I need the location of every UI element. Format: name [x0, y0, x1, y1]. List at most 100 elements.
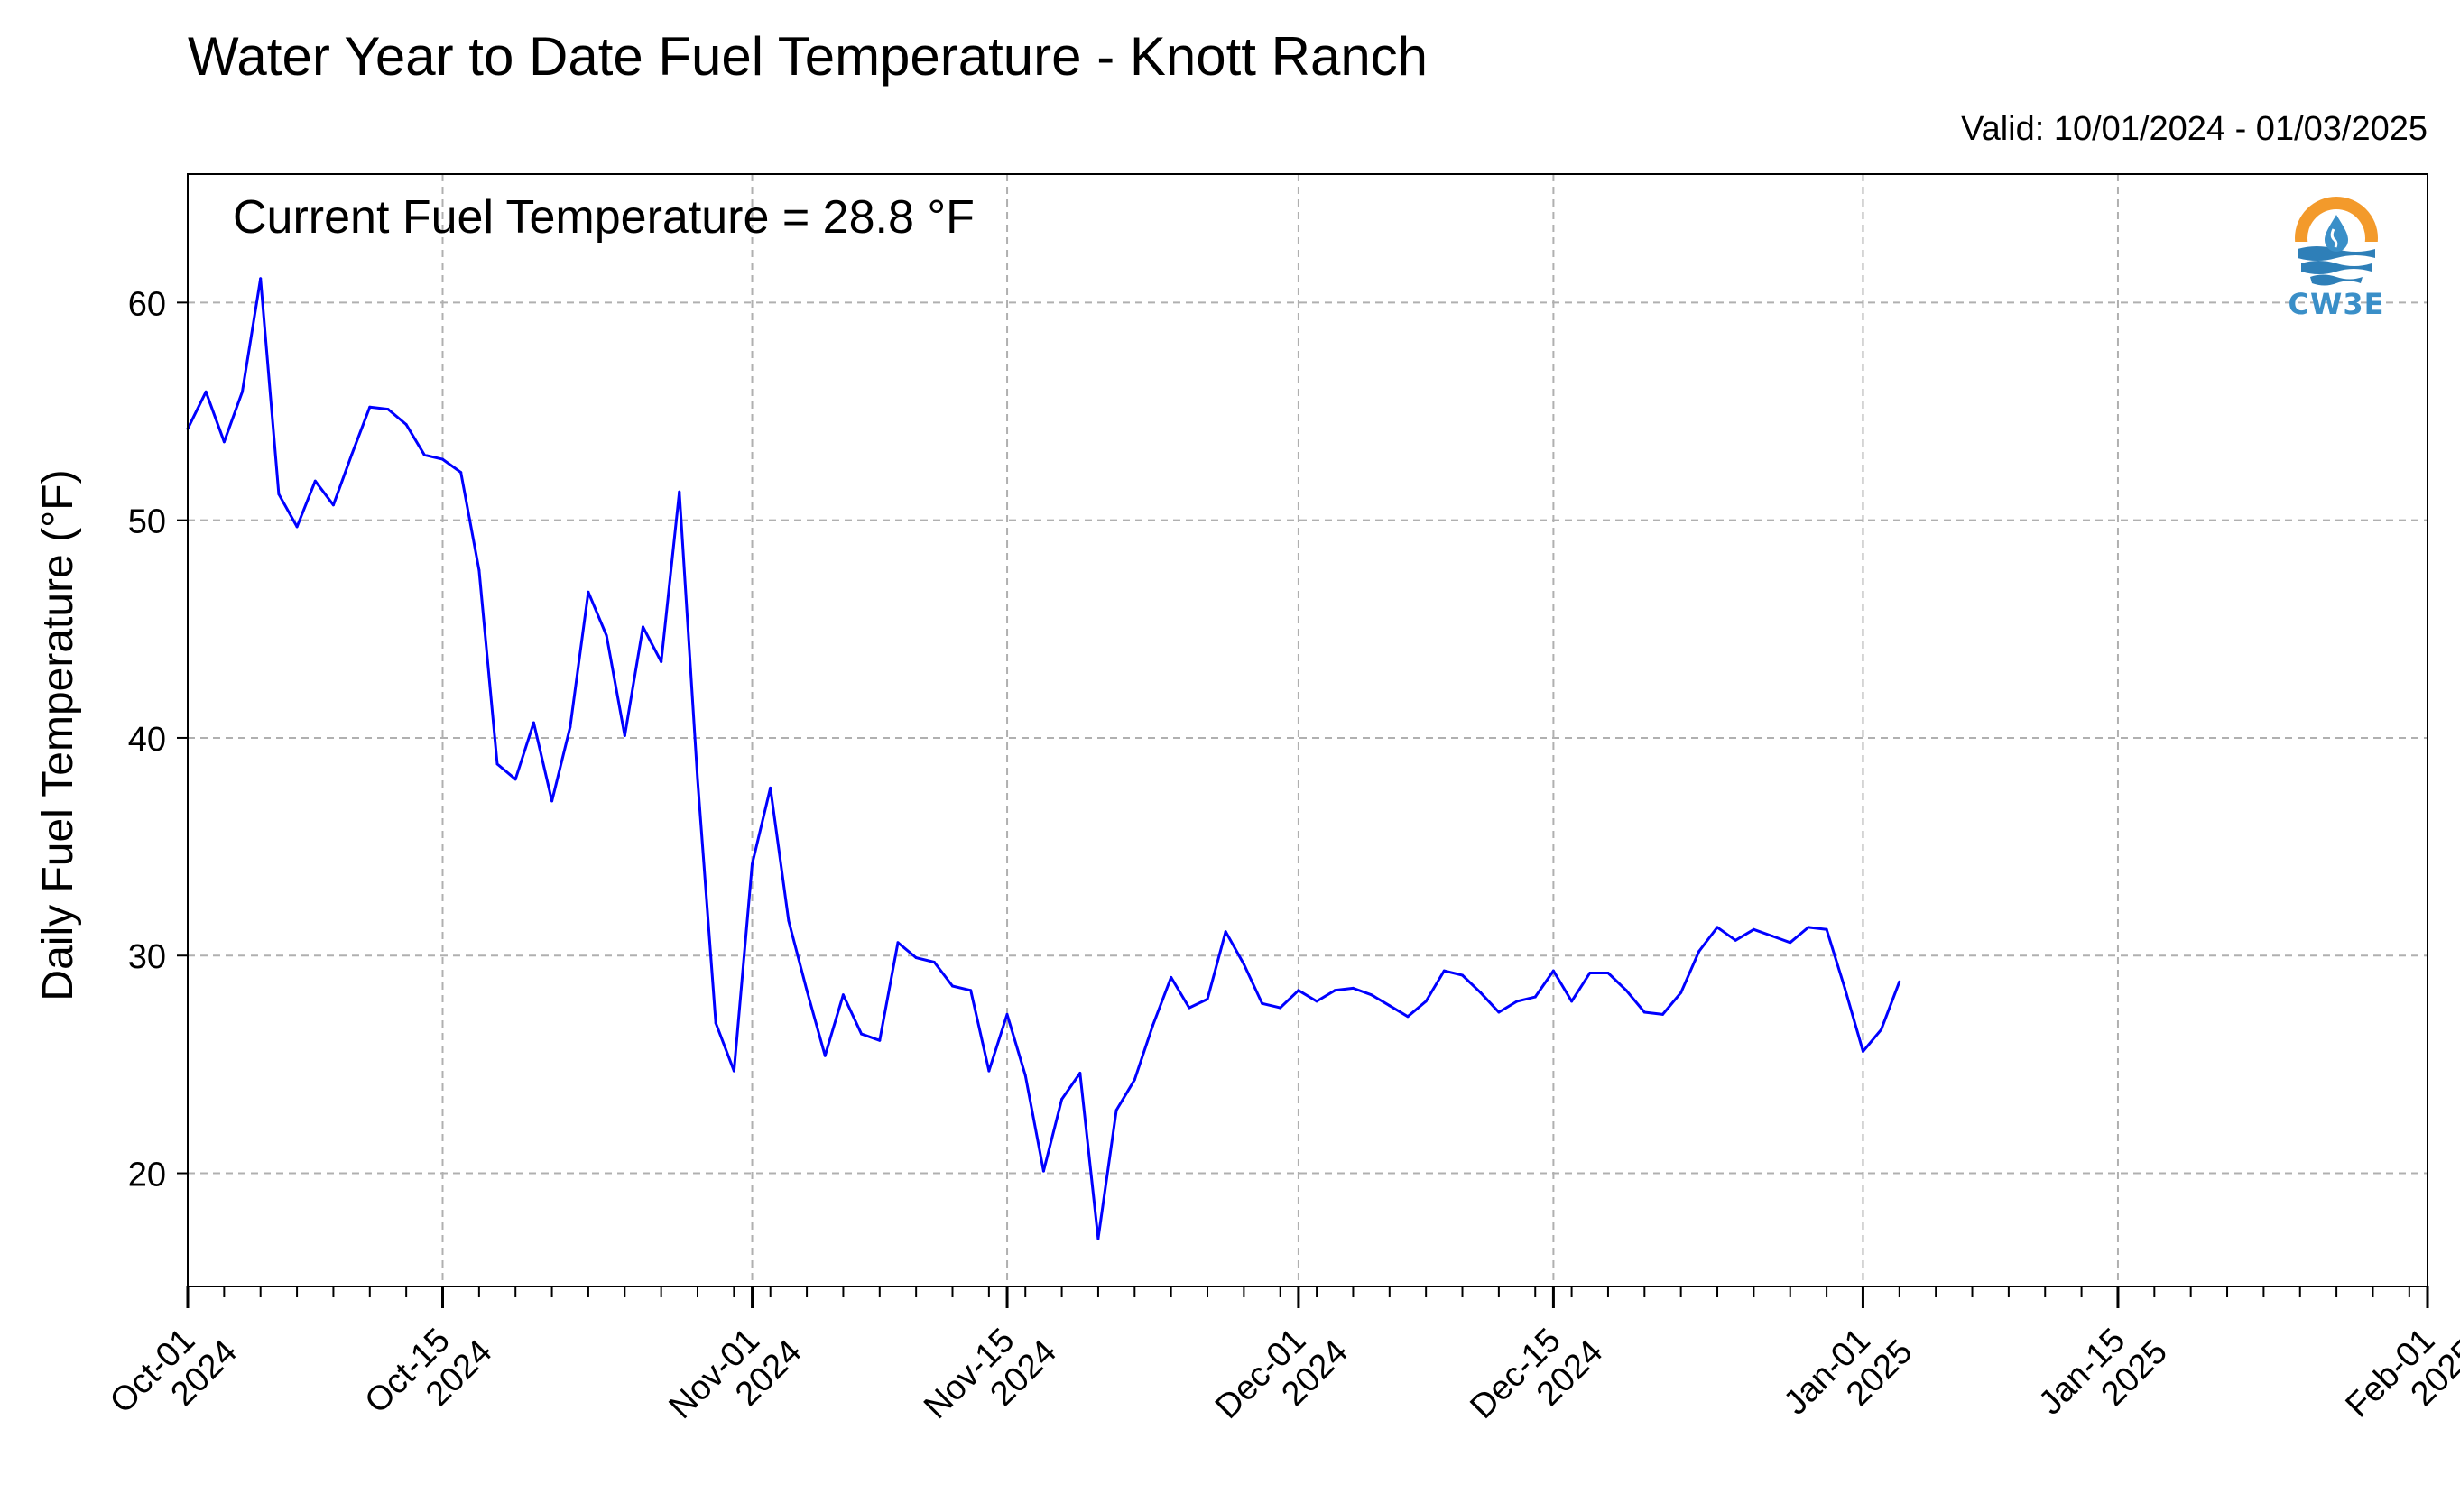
x-tick-label: Dec-012024	[1208, 1306, 1355, 1453]
data-point	[1624, 989, 1628, 992]
data-point	[1370, 993, 1373, 997]
data-point	[751, 862, 754, 866]
data-point	[1133, 1078, 1136, 1082]
data-point	[1716, 926, 1719, 929]
y-tick-label: 20	[128, 1157, 166, 1194]
plot-border	[187, 173, 2428, 1287]
water-drop-sun-icon	[2295, 197, 2378, 286]
data-point	[569, 725, 572, 729]
data-point	[1078, 1072, 1082, 1074]
data-point	[1515, 1000, 1519, 1003]
data-point	[1697, 949, 1701, 953]
data-point	[1789, 941, 1792, 945]
data-point	[1642, 1010, 1646, 1014]
x-tick-label: Dec-152024	[1463, 1306, 1610, 1453]
data-point	[642, 625, 644, 629]
data-point	[513, 778, 517, 781]
data-point	[1570, 1000, 1574, 1003]
data-point	[1170, 975, 1173, 979]
data-point	[1424, 1000, 1428, 1003]
data-point	[987, 1069, 991, 1073]
data-point	[1188, 1006, 1191, 1010]
data-point	[1224, 930, 1227, 934]
data-point	[1114, 1109, 1118, 1112]
x-tick-label: Oct-012024	[103, 1306, 245, 1448]
data-point	[951, 984, 954, 988]
data-point	[932, 961, 936, 963]
data-point	[1333, 989, 1336, 992]
data-point	[459, 471, 463, 475]
data-point	[1752, 927, 1755, 931]
data-point	[696, 778, 699, 781]
data-point	[241, 390, 244, 393]
x-axis: Oct-012024 Oct-152024 Nov-012024 Nov-152024…	[103, 1286, 2460, 1453]
data-point	[1279, 1006, 1282, 1010]
cw3e-logo: CW3E	[2278, 186, 2395, 330]
data-point	[1315, 1000, 1318, 1003]
data-point	[331, 503, 335, 507]
data-point	[1588, 972, 1592, 974]
x-tick-label: Oct-152024	[358, 1306, 500, 1448]
data-point	[1497, 1010, 1501, 1014]
data-point	[1388, 1004, 1392, 1008]
data-point	[1606, 972, 1610, 974]
y-axis: 20 30 40 50 60	[128, 285, 188, 1194]
series-line	[186, 277, 1901, 1240]
plot-frame	[187, 173, 2428, 1287]
data-point	[878, 1038, 882, 1042]
data-point	[350, 453, 354, 456]
data-point	[477, 568, 481, 572]
data-point	[623, 734, 626, 737]
data-point	[841, 993, 845, 997]
data-point	[204, 390, 208, 393]
data-point	[1242, 963, 1245, 966]
chart-title: Water Year to Date Fuel Temperature - Kn…	[188, 26, 1429, 87]
data-point	[495, 762, 499, 766]
x-tick-label: Nov-152024	[917, 1306, 1064, 1453]
data-point	[1533, 995, 1537, 999]
data-point	[805, 989, 809, 992]
data-point	[1206, 998, 1209, 1000]
data-point	[422, 453, 426, 456]
y-tick-label: 60	[128, 285, 166, 323]
data-point	[1807, 926, 1810, 929]
data-point	[1023, 1074, 1027, 1077]
data-point	[386, 408, 390, 411]
data-point	[605, 634, 608, 637]
x-tick-label: Jan-012025	[1777, 1306, 1920, 1450]
data-point	[259, 277, 263, 281]
data-point	[714, 1021, 717, 1025]
x-tick-label: Nov-012024	[662, 1306, 809, 1453]
y-tick-label: 30	[128, 938, 166, 976]
x-tick-label: Feb-012025	[2339, 1306, 2460, 1452]
data-point	[404, 423, 408, 426]
data-point	[1297, 989, 1300, 992]
data-point	[1862, 1049, 1864, 1053]
y-tick-label: 40	[128, 721, 166, 759]
data-point	[222, 440, 226, 444]
data-point	[678, 490, 681, 493]
data-point	[1843, 986, 1846, 990]
data-point	[1825, 927, 1828, 931]
data-point	[969, 989, 973, 992]
data-point	[660, 660, 663, 663]
logo-text: CW3E	[2288, 287, 2385, 321]
data-point	[823, 1054, 827, 1057]
data-point	[1261, 1001, 1264, 1005]
data-point	[1096, 1237, 1100, 1240]
valid-date-range: Valid: 10/01/2024 - 01/03/2025	[1961, 110, 2428, 148]
data-point	[295, 525, 299, 529]
minor-ticks	[187, 1286, 2410, 1297]
current-temperature-annotation: Current Fuel Temperature = 28.8 °F	[233, 191, 975, 244]
data-point	[732, 1069, 735, 1073]
data-point	[1351, 986, 1355, 990]
data-point	[896, 941, 900, 945]
data-point	[1479, 991, 1483, 994]
data-point	[1661, 1012, 1664, 1016]
y-axis-label: Daily Fuel Temperature (°F)	[34, 469, 82, 1000]
data-point	[1734, 938, 1737, 942]
data-point	[550, 799, 554, 803]
data-point	[914, 956, 918, 960]
data-point	[1005, 1012, 1009, 1016]
